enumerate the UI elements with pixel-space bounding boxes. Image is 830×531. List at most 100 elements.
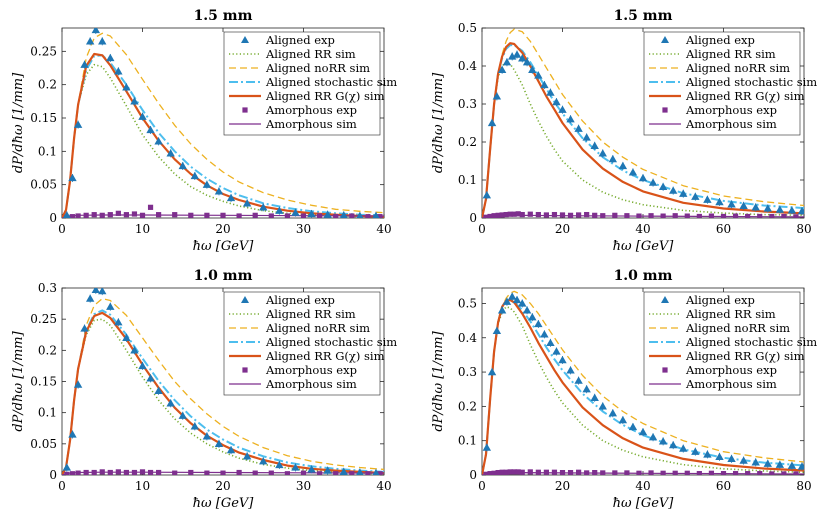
data-point-aligned-exp bbox=[339, 467, 348, 475]
data-point-aligned-exp bbox=[679, 444, 688, 452]
data-point-amorphous-exp bbox=[99, 212, 105, 218]
data-point-aligned-exp bbox=[558, 355, 567, 364]
y-tick-label: 0.25 bbox=[30, 312, 57, 326]
x-tick-label: 0 bbox=[58, 479, 66, 493]
data-point-amorphous-exp bbox=[624, 213, 630, 218]
x-tick-label: 60 bbox=[716, 222, 731, 236]
series-line-rr bbox=[482, 306, 804, 475]
data-point-amorphous-exp bbox=[377, 471, 383, 475]
data-point-aligned-exp bbox=[130, 97, 139, 105]
data-point-aligned-exp bbox=[190, 422, 200, 430]
data-point-amorphous-exp bbox=[515, 469, 521, 475]
data-point-amorphous-exp bbox=[648, 470, 654, 475]
data-point-aligned-exp bbox=[679, 189, 688, 197]
data-point-amorphous-exp bbox=[757, 213, 763, 218]
data-point-aligned-exp bbox=[582, 133, 591, 141]
data-point-aligned-exp bbox=[618, 415, 628, 424]
data-point-amorphous-exp bbox=[499, 469, 505, 475]
data-point-amorphous-exp bbox=[123, 469, 129, 475]
data-point-amorphous-exp bbox=[612, 212, 618, 218]
data-point-aligned-exp bbox=[763, 459, 772, 467]
data-point-amorphous-exp bbox=[535, 469, 541, 475]
legend-box bbox=[223, 31, 381, 136]
data-point-amorphous-exp bbox=[64, 471, 70, 475]
data-point-aligned-exp bbox=[518, 299, 527, 307]
y-tick-label: 0.4 bbox=[458, 331, 477, 345]
data-point-amorphous-exp bbox=[172, 212, 178, 218]
data-point-amorphous-exp bbox=[636, 470, 642, 475]
data-point-amorphous-exp bbox=[672, 470, 678, 475]
data-point-amorphous-exp bbox=[503, 211, 509, 218]
data-point-amorphous-exp bbox=[139, 469, 146, 475]
data-point-amorphous-exp bbox=[576, 469, 582, 475]
data-point-aligned-exp bbox=[546, 88, 555, 96]
data-point-aligned-exp bbox=[68, 430, 77, 438]
data-point-amorphous-exp bbox=[559, 469, 566, 475]
data-point-amorphous-exp bbox=[333, 471, 339, 475]
data-point-aligned-exp bbox=[522, 306, 532, 314]
data-point-aligned-exp bbox=[242, 199, 252, 207]
data-point-amorphous-exp bbox=[781, 213, 787, 218]
data-point-aligned-exp bbox=[648, 178, 658, 186]
data-point-aligned-exp bbox=[226, 445, 236, 454]
data-point-aligned-exp bbox=[574, 124, 583, 132]
data-point-amorphous-exp bbox=[156, 469, 162, 475]
data-point-aligned-exp bbox=[323, 210, 332, 218]
data-point-aligned-exp bbox=[487, 367, 497, 376]
data-point-amorphous-exp bbox=[491, 470, 497, 475]
data-point-aligned-exp bbox=[372, 211, 380, 218]
data-point-aligned-exp bbox=[275, 206, 284, 214]
data-point-aligned-exp bbox=[528, 65, 537, 73]
data-point-aligned-exp bbox=[507, 52, 517, 60]
data-point-amorphous-exp bbox=[535, 211, 541, 218]
data-point-amorphous-exp bbox=[745, 471, 751, 475]
data-point-aligned-exp bbox=[154, 137, 163, 145]
data-point-amorphous-exp bbox=[75, 470, 81, 475]
data-point-aligned-exp bbox=[608, 409, 618, 417]
chart-panel: 0 10 20 30 40 0 0.05 0.1 0.15 0.2 0.25 1.5 mm ħω [Ge… bbox=[11, 8, 397, 254]
data-point-aligned-exp bbox=[797, 462, 804, 470]
data-point-aligned-exp bbox=[323, 466, 332, 474]
legend-label: Aligned stochastic sim bbox=[685, 335, 817, 349]
data-point-amorphous-exp bbox=[781, 471, 787, 475]
data-point-amorphous-exp bbox=[793, 471, 799, 475]
x-tick-label: 20 bbox=[555, 222, 570, 236]
data-point-aligned-exp bbox=[339, 211, 348, 218]
y-axis-label: dP/dħω [1/mm] bbox=[11, 72, 26, 173]
legend-label: Aligned RR sim bbox=[685, 47, 776, 61]
chart-panel: 0 20 40 60 80 0 0.1 0.2 0.3 0.4 0.5 1.0 mm ħω [GeV] d… bbox=[431, 268, 817, 511]
data-point-amorphous-exp bbox=[75, 213, 81, 218]
data-point-amorphous-exp bbox=[793, 214, 799, 218]
legend-label: Aligned exp bbox=[685, 293, 755, 307]
data-point-aligned-exp bbox=[482, 191, 492, 199]
data-point-aligned-exp bbox=[166, 399, 175, 407]
legend-swatch bbox=[242, 107, 248, 113]
data-point-amorphous-exp bbox=[551, 211, 558, 218]
data-point-amorphous-exp bbox=[83, 469, 89, 475]
data-point-aligned-exp bbox=[85, 294, 95, 302]
data-point-amorphous-exp bbox=[377, 214, 383, 218]
data-point-amorphous-exp bbox=[499, 212, 505, 218]
data-point-amorphous-exp bbox=[527, 469, 533, 475]
data-point-aligned-exp bbox=[106, 302, 115, 310]
x-axis-label: ħω [GeV] bbox=[193, 239, 255, 254]
y-tick-label: 0 bbox=[469, 468, 477, 482]
series-line-norr bbox=[62, 297, 384, 475]
data-point-aligned-exp bbox=[62, 211, 71, 218]
data-point-amorphous-exp bbox=[268, 470, 274, 475]
data-point-aligned-exp bbox=[739, 456, 748, 464]
x-tick-label: 20 bbox=[215, 479, 230, 493]
data-point-aligned-exp bbox=[307, 465, 316, 473]
data-point-aligned-exp bbox=[787, 461, 797, 469]
data-point-aligned-exp bbox=[638, 427, 648, 436]
data-point-aligned-exp bbox=[540, 80, 549, 89]
data-point-aligned-exp bbox=[62, 463, 72, 471]
series-line-g bbox=[482, 42, 804, 218]
data-point-aligned-exp bbox=[73, 380, 83, 388]
x-tick-label: 10 bbox=[135, 222, 150, 236]
legend-label: Aligned exp bbox=[265, 293, 335, 307]
data-point-amorphous-exp bbox=[511, 469, 517, 475]
y-tick-label: 0.2 bbox=[458, 135, 477, 149]
